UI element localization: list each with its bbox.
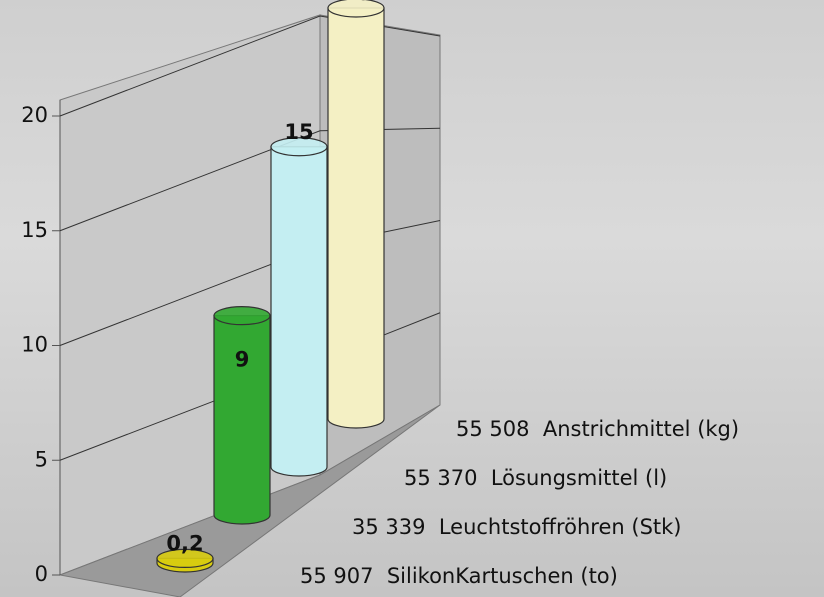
y-tick-label: 0 — [35, 562, 48, 586]
data-label: 20 — [341, 0, 370, 5]
y-tick-label: 5 — [35, 447, 48, 471]
y-tick-label: 10 — [21, 333, 48, 357]
category-label: 55 508 Anstrichmittel (kg) — [456, 417, 739, 441]
data-label: 9 — [235, 348, 250, 372]
category-label: 35 339 Leuchtstoffröhren (Stk) — [352, 515, 682, 539]
data-label: 15 — [284, 120, 313, 144]
category-label: 55 370 Lösungsmittel (l) — [404, 466, 667, 490]
cylinder — [271, 147, 327, 476]
cylinder-top — [214, 307, 270, 325]
data-label: 0,2 — [166, 531, 203, 555]
chart: 0 5 10 15 20 0,2 55 907 SilikonKartuschen (to)… — [0, 0, 824, 597]
y-tick-label: 15 — [21, 218, 48, 242]
y-tick-label: 20 — [21, 103, 48, 127]
category-label: 55 907 SilikonKartuschen (to) — [300, 564, 618, 588]
cylinder — [328, 8, 384, 428]
